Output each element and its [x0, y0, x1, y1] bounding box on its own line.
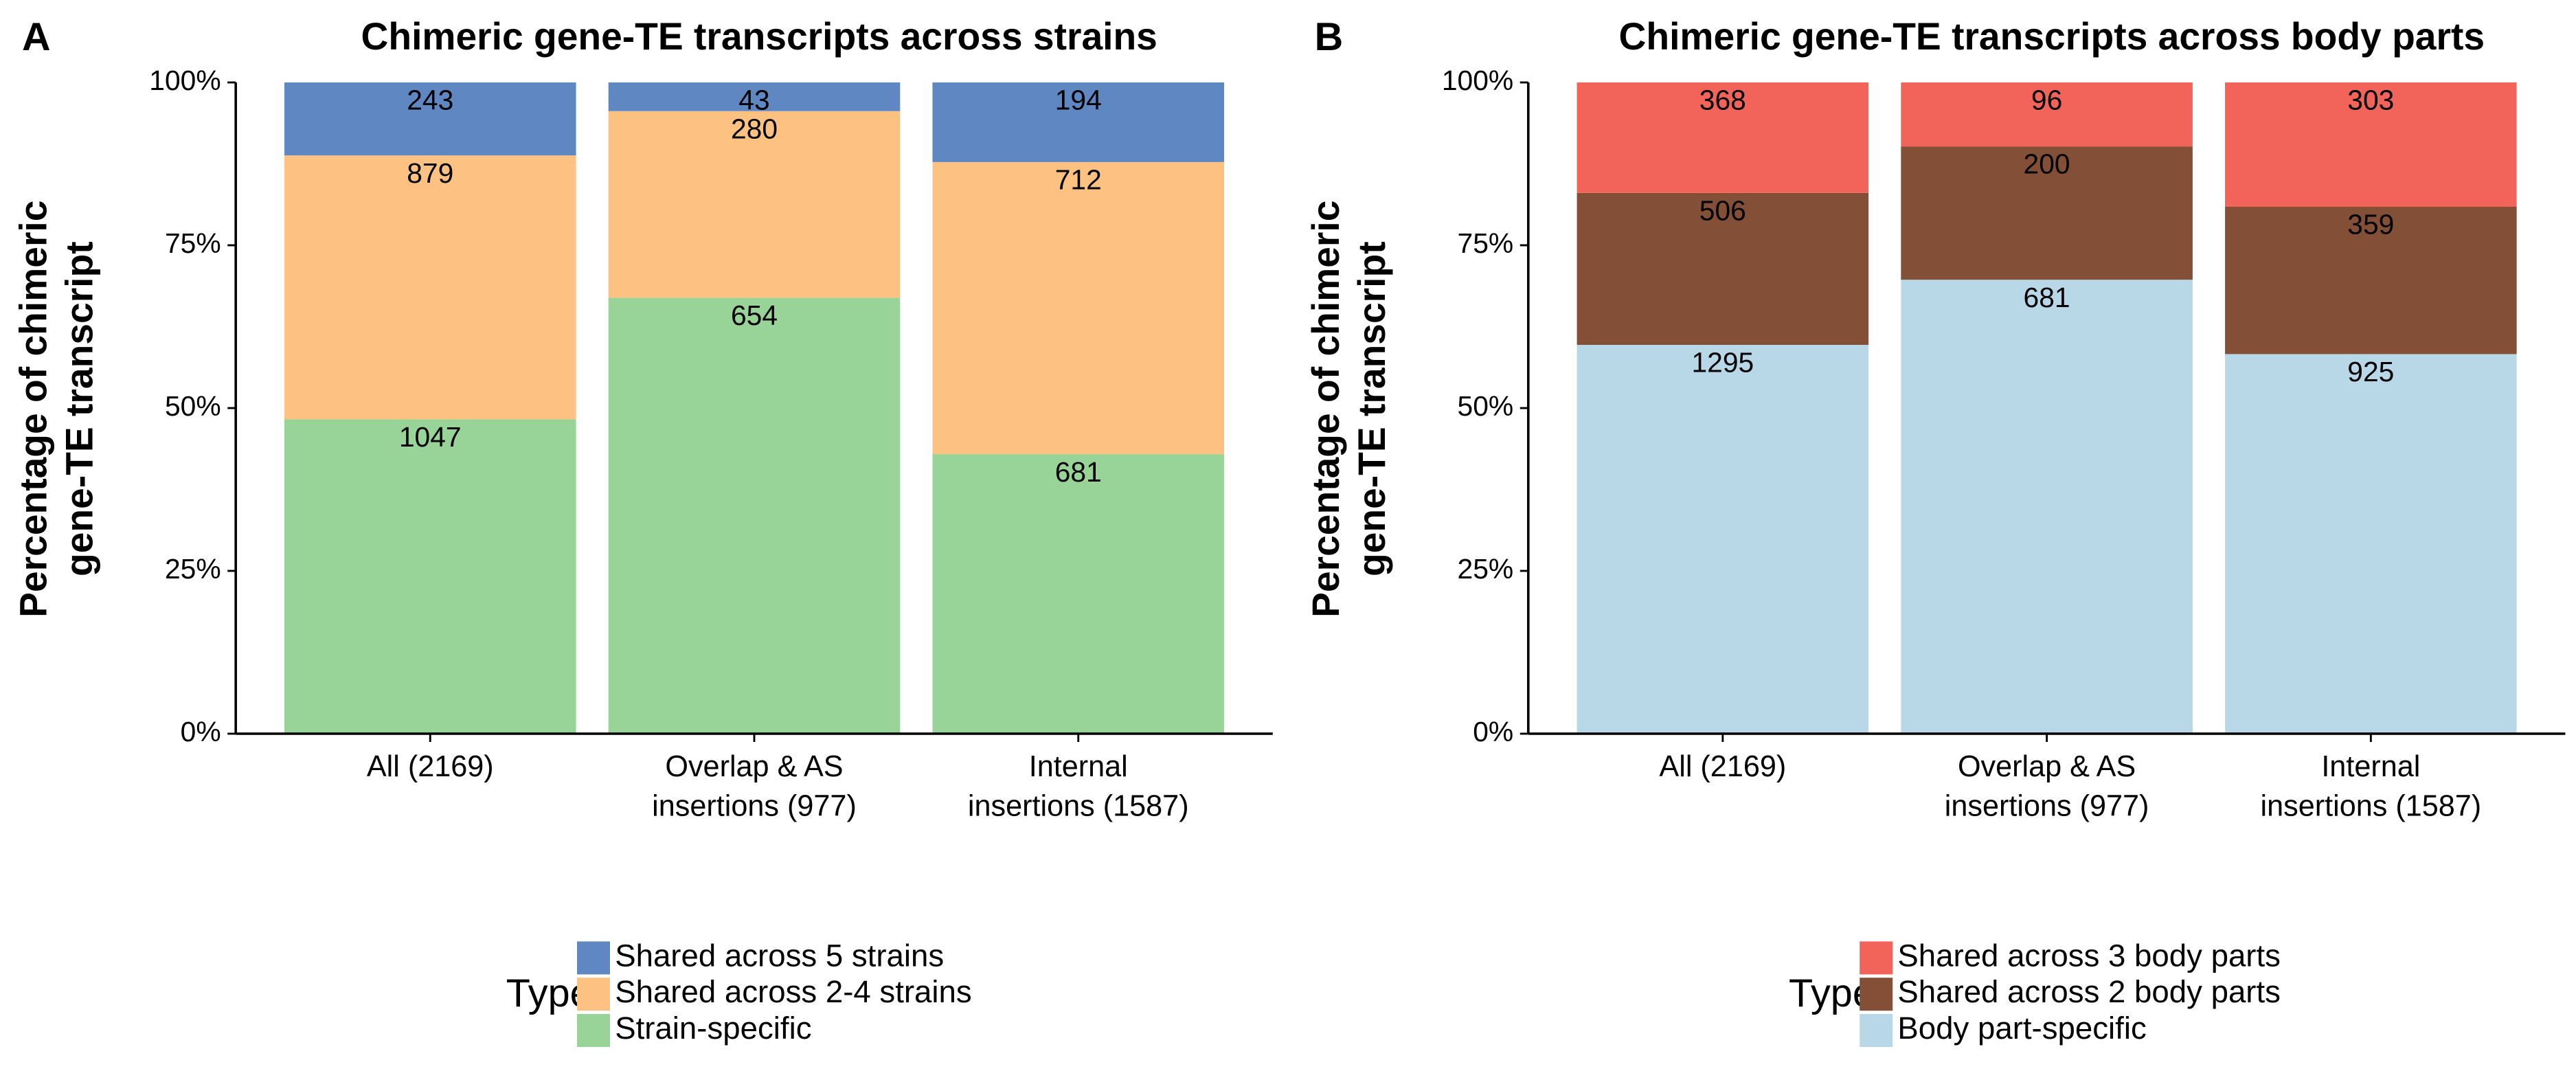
y-tick-label: 50% [1458, 390, 1514, 422]
value-label: 368 [1699, 84, 1746, 116]
bar-segment [284, 155, 576, 420]
legend-label: Shared across 2-4 strains [615, 974, 971, 1009]
panel-label: A [22, 15, 51, 59]
legend-swatch [1860, 941, 1893, 975]
y-tick-label: 25% [1458, 553, 1514, 585]
x-tick-label: All (2169) [1659, 750, 1786, 783]
bar-segment [608, 82, 901, 111]
y-tick-label: 75% [165, 227, 221, 259]
bar-segment [1901, 146, 2193, 280]
legend-swatch [1860, 978, 1893, 1011]
y-tick-label: 50% [165, 390, 221, 422]
value-label: 506 [1699, 194, 1746, 226]
bar-segment [608, 297, 901, 734]
x-tick-label: insertions (977) [652, 789, 857, 822]
legend-label: Shared across 3 body parts [1897, 938, 2281, 973]
y-tick-label: 75% [1458, 227, 1514, 259]
x-tick-label: insertions (1587) [968, 789, 1189, 822]
value-label: 280 [731, 113, 778, 144]
y-axis-label: Percentage of chimeric [1304, 201, 1347, 618]
y-axis-label: Percentage of chimeric [12, 201, 54, 618]
x-tick-label: insertions (977) [1945, 789, 2149, 822]
legend-swatch [577, 1014, 610, 1047]
bar-segment [1577, 82, 1869, 193]
x-tick-label: insertions (1587) [2261, 789, 2482, 822]
value-label: 96 [2031, 84, 2062, 116]
y-tick-label: 0% [181, 716, 221, 747]
y-tick-label: 100% [149, 65, 221, 96]
value-label: 925 [2347, 356, 2394, 387]
value-label: 359 [2347, 209, 2394, 240]
value-label: 654 [731, 300, 778, 331]
legend-swatch [577, 941, 610, 975]
y-tick-label: 0% [1473, 716, 1513, 747]
x-tick-label: All (2169) [367, 750, 494, 783]
y-tick-label: 25% [165, 553, 221, 585]
legend-swatch [577, 978, 610, 1011]
bar-segment [2225, 206, 2517, 354]
bar-segment [2225, 354, 2517, 734]
bar-segment [284, 82, 576, 156]
value-label: 43 [738, 84, 769, 116]
legend-swatch [1860, 1014, 1893, 1047]
x-tick-label: Overlap & AS [1958, 750, 2136, 783]
panel-label: B [1315, 15, 1344, 59]
value-label: 200 [2024, 148, 2070, 180]
bar-segment [608, 111, 901, 298]
value-label: 243 [407, 84, 453, 116]
value-label: 712 [1055, 164, 1102, 195]
bar-segment [932, 161, 1225, 455]
bar-segment [932, 82, 1225, 162]
legend-label: Shared across 2 body parts [1897, 974, 2281, 1009]
bar-segment [932, 454, 1225, 734]
bar-segment [1577, 192, 1869, 345]
bar-segment [1577, 344, 1869, 734]
value-label: 303 [2347, 84, 2394, 116]
y-tick-label: 100% [1442, 65, 1513, 96]
bar-segment [1901, 82, 2193, 147]
bar-segment [1901, 280, 2193, 734]
y-axis-label: gene-TE transcript [58, 241, 101, 576]
x-tick-label: Internal [2321, 750, 2420, 783]
legend-label: Shared across 5 strains [615, 938, 944, 973]
value-label: 1047 [399, 421, 462, 453]
value-label: 681 [1055, 456, 1102, 488]
legend-label: Strain-specific [615, 1011, 811, 1046]
value-label: 1295 [1691, 347, 1754, 379]
chart-title: Chimeric gene-TE transcripts across body… [1619, 15, 2485, 58]
legend-label: Body part-specific [1897, 1011, 2146, 1046]
x-tick-label: Overlap & AS [665, 750, 843, 783]
bar-segment [2225, 82, 2517, 207]
x-tick-label: Internal [1029, 750, 1128, 783]
value-label: 681 [2024, 282, 2070, 313]
chart-title: Chimeric gene-TE transcripts across stra… [361, 15, 1157, 58]
value-label: 879 [407, 157, 453, 189]
y-axis-label: gene-TE transcript [1351, 241, 1393, 576]
value-label: 194 [1055, 84, 1102, 116]
bar-segment [284, 419, 576, 734]
